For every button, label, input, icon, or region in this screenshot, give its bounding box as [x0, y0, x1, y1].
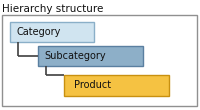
Bar — [64, 75, 168, 96]
Text: Subcategory: Subcategory — [44, 51, 105, 61]
Text: Hierarchy structure: Hierarchy structure — [2, 4, 103, 14]
Bar — [2, 15, 196, 106]
Bar — [10, 22, 94, 42]
Text: Product: Product — [74, 80, 111, 90]
Text: Category: Category — [16, 27, 60, 37]
Bar — [38, 46, 142, 66]
